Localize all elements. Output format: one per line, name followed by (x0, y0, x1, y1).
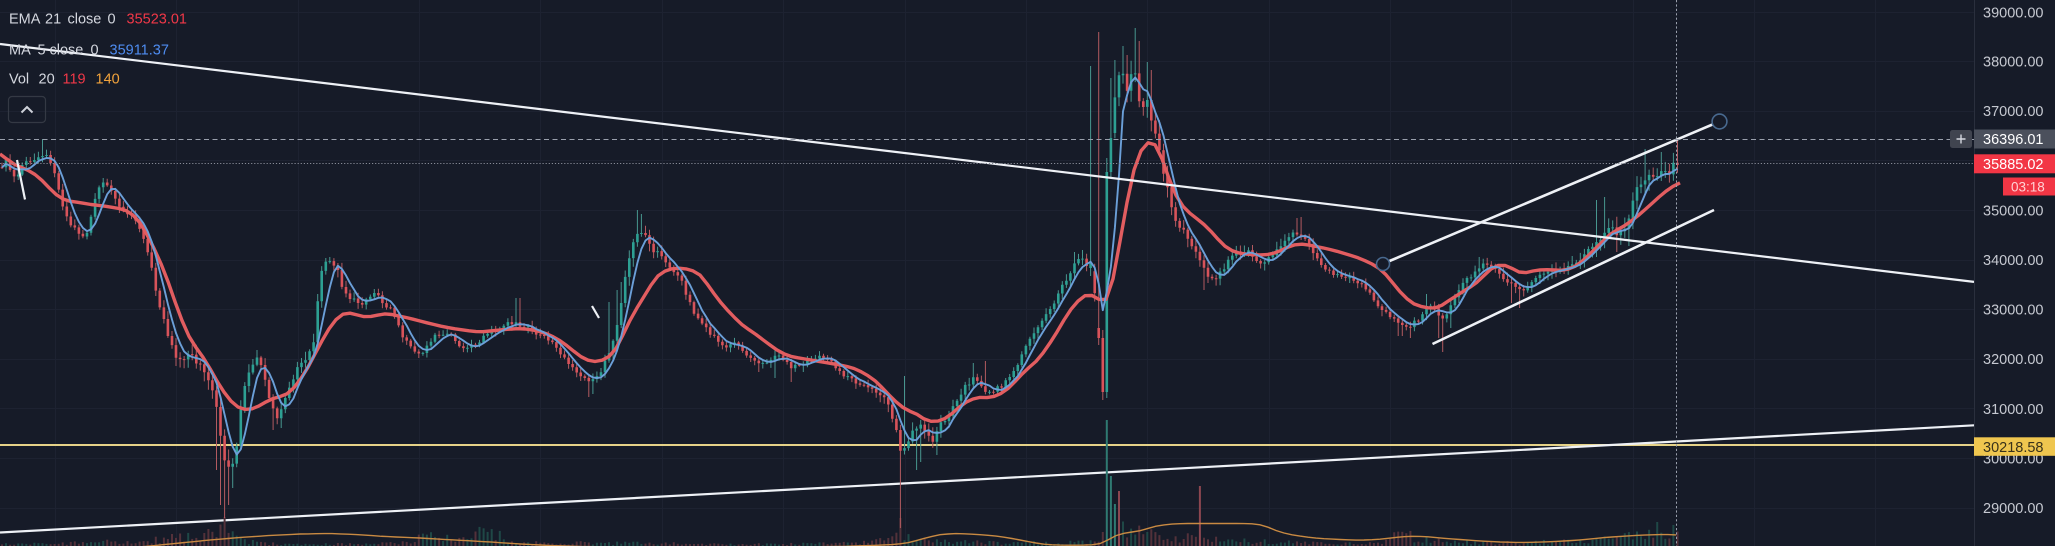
svg-text:38000.00: 38000.00 (1983, 55, 2043, 71)
svg-text:140: 140 (96, 72, 120, 88)
svg-text:0: 0 (108, 12, 116, 28)
svg-text:close: close (68, 12, 102, 28)
svg-text:32000.00: 32000.00 (1983, 352, 2043, 368)
svg-text:MA: MA (9, 43, 31, 59)
svg-text:close: close (50, 43, 84, 59)
svg-text:21: 21 (45, 12, 61, 28)
svg-text:35911.37: 35911.37 (110, 43, 169, 59)
svg-text:31000.00: 31000.00 (1983, 402, 2043, 418)
svg-text:34000.00: 34000.00 (1983, 253, 2043, 269)
svg-text:35523.01: 35523.01 (127, 12, 187, 28)
svg-text:35000.00: 35000.00 (1983, 203, 2043, 219)
svg-text:29000.00: 29000.00 (1983, 501, 2043, 517)
svg-text:37000.00: 37000.00 (1983, 104, 2043, 120)
svg-text:03:18: 03:18 (2011, 180, 2045, 195)
svg-text:5: 5 (38, 43, 46, 59)
svg-text:39000.00: 39000.00 (1983, 6, 2043, 22)
svg-text:35885.02: 35885.02 (1983, 157, 2043, 173)
svg-text:36396.01: 36396.01 (1983, 132, 2043, 148)
svg-text:33000.00: 33000.00 (1983, 303, 2043, 319)
svg-text:20: 20 (39, 72, 55, 88)
svg-text:EMA: EMA (9, 12, 41, 28)
svg-text:0: 0 (91, 43, 99, 59)
svg-text:Vol: Vol (9, 72, 29, 88)
svg-text:119: 119 (63, 72, 86, 88)
svg-text:30218.58: 30218.58 (1983, 440, 2043, 456)
